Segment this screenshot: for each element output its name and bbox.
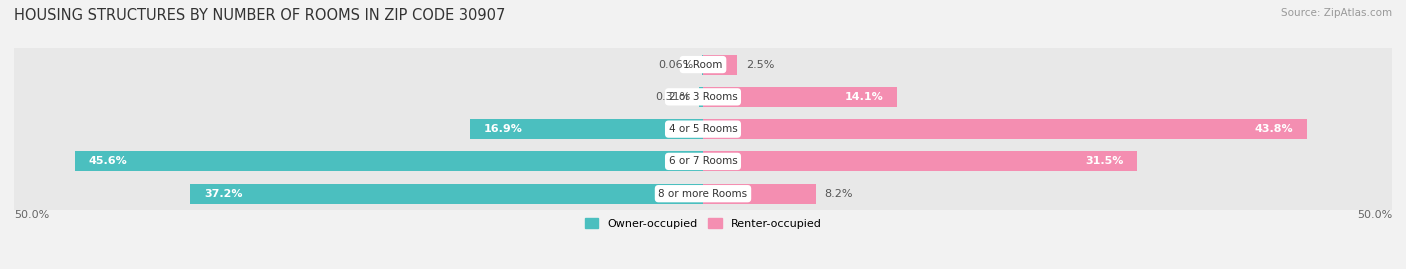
Text: 8 or more Rooms: 8 or more Rooms [658, 189, 748, 199]
Bar [14, 48, 1392, 81]
Text: 50.0%: 50.0% [14, 210, 49, 220]
Text: 0.06%: 0.06% [658, 59, 695, 70]
Text: 8.2%: 8.2% [824, 189, 853, 199]
Text: 45.6%: 45.6% [89, 156, 127, 167]
Bar [703, 119, 1306, 139]
Text: 50.0%: 50.0% [1357, 210, 1392, 220]
Legend: Owner-occupied, Renter-occupied: Owner-occupied, Renter-occupied [581, 214, 825, 233]
Text: Source: ZipAtlas.com: Source: ZipAtlas.com [1281, 8, 1392, 18]
Bar [703, 87, 897, 107]
Text: HOUSING STRUCTURES BY NUMBER OF ROOMS IN ZIP CODE 30907: HOUSING STRUCTURES BY NUMBER OF ROOMS IN… [14, 8, 505, 23]
Bar [75, 151, 703, 171]
Bar [14, 178, 1392, 210]
Text: 1 Room: 1 Room [683, 59, 723, 70]
Bar [703, 184, 815, 204]
Text: 14.1%: 14.1% [845, 92, 883, 102]
Text: 4 or 5 Rooms: 4 or 5 Rooms [669, 124, 737, 134]
Bar [14, 145, 1392, 178]
Bar [14, 81, 1392, 113]
Text: 2.5%: 2.5% [745, 59, 775, 70]
Text: 2 or 3 Rooms: 2 or 3 Rooms [669, 92, 737, 102]
Bar [699, 87, 703, 107]
Bar [703, 151, 1137, 171]
Bar [190, 184, 703, 204]
Bar [470, 119, 703, 139]
Text: 0.31%: 0.31% [655, 92, 690, 102]
Text: 16.9%: 16.9% [484, 124, 523, 134]
Text: 31.5%: 31.5% [1085, 156, 1123, 167]
Text: 43.8%: 43.8% [1254, 124, 1292, 134]
Bar [14, 113, 1392, 145]
Text: 6 or 7 Rooms: 6 or 7 Rooms [669, 156, 737, 167]
Text: 37.2%: 37.2% [204, 189, 243, 199]
Bar [703, 55, 738, 75]
